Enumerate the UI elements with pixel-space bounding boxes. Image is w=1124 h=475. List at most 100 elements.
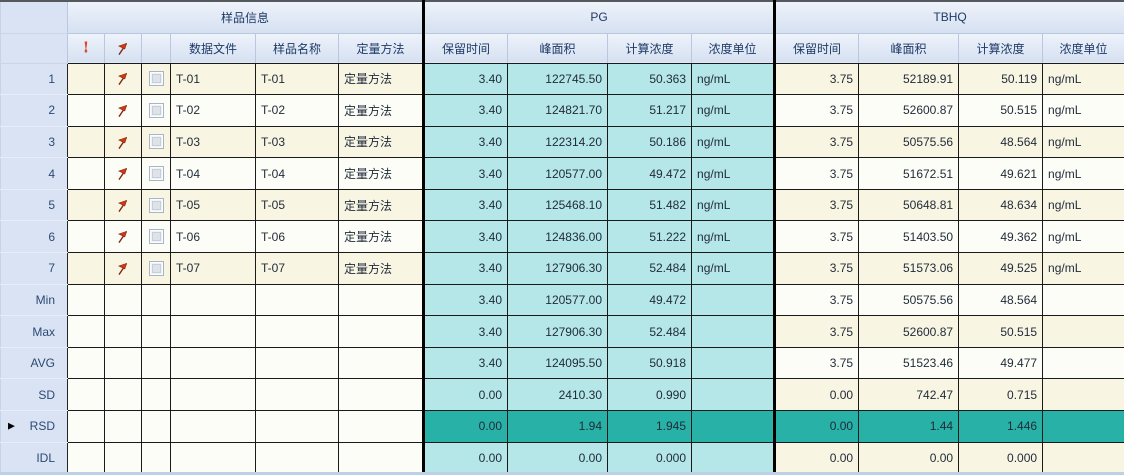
pg-retention-time-cell[interactable]: 3.40 (422, 157, 509, 190)
row-checkbox[interactable] (148, 260, 164, 276)
tbhq-peak-area-cell[interactable]: 50575.56 (858, 125, 960, 159)
tbhq-conc-unit-cell[interactable] (1042, 346, 1124, 380)
error-flag-cell[interactable] (67, 252, 105, 285)
sample-name-cell[interactable] (255, 378, 339, 412)
pg-retention-time-cell[interactable]: 0.00 (422, 410, 509, 443)
tbhq-retention-time-cell[interactable]: 3.75 (773, 315, 860, 348)
select-cell[interactable] (141, 94, 171, 127)
tbhq-conc-unit-cell[interactable]: ng/mL (1042, 94, 1124, 127)
pg-peak-area-cell[interactable]: 1.94 (507, 410, 609, 443)
pg-peak-area-cell[interactable]: 122745.50 (507, 62, 609, 96)
tbhq-retention-time-cell[interactable]: 0.00 (773, 378, 860, 412)
tbhq-retention-time-cell[interactable]: 3.75 (773, 220, 860, 254)
method-cell[interactable]: 定量方法 (337, 220, 425, 254)
tbhq-calc-conc-cell[interactable]: 50.515 (958, 315, 1044, 348)
row-header[interactable]: 4 (0, 157, 68, 190)
data-file-cell[interactable] (170, 346, 256, 380)
pg-peak-area-cell[interactable]: 127906.30 (507, 252, 609, 285)
tbhq-peak-area-cell[interactable]: 1.44 (858, 410, 960, 443)
pg-conc-unit-cell[interactable]: ng/mL (691, 62, 776, 96)
data-file-cell[interactable]: T-02 (170, 94, 256, 127)
flag-cell[interactable] (104, 283, 142, 317)
tbhq-conc-unit-cell[interactable] (1042, 283, 1124, 317)
pg-conc-unit-cell[interactable]: ng/mL (691, 188, 776, 222)
data-file-cell[interactable]: T-06 (170, 220, 256, 254)
tbhq-calc-conc-cell[interactable]: 1.446 (958, 410, 1044, 443)
select-cell[interactable] (141, 157, 171, 190)
pg-retention-time-cell[interactable]: 3.40 (422, 188, 509, 222)
tbhq-peak-area-cell[interactable]: 51573.06 (858, 252, 960, 285)
pg-retention-time-cell[interactable]: 3.40 (422, 283, 509, 317)
select-cell[interactable] (141, 125, 171, 159)
select-cell[interactable] (141, 220, 171, 254)
error-flag-cell[interactable] (67, 378, 105, 412)
flag-cell[interactable] (104, 441, 142, 475)
sample-name-column-header[interactable]: 样品名称 (255, 32, 339, 64)
pg-conc-unit-cell[interactable] (691, 346, 776, 380)
pg-conc-unit-cell[interactable] (691, 315, 776, 348)
flag-column-header[interactable] (104, 32, 142, 64)
group-header-pg[interactable]: PG (422, 0, 776, 34)
tbhq-calc-conc-cell[interactable]: 48.634 (958, 188, 1044, 222)
error-flag-cell[interactable] (67, 283, 105, 317)
pg-retention-time-cell[interactable]: 3.40 (422, 220, 509, 254)
pg-calc-conc-cell[interactable]: 52.484 (607, 315, 693, 348)
data-file-cell[interactable] (170, 315, 256, 348)
tbhq-peak-area-cell[interactable]: 52600.87 (858, 315, 960, 348)
error-flag-cell[interactable] (67, 315, 105, 348)
sample-name-cell[interactable]: T-02 (255, 94, 339, 127)
tbhq-conc-unit-cell[interactable] (1042, 378, 1124, 412)
pg-calc-conc-cell[interactable]: 51.222 (607, 220, 693, 254)
pg-calc-conc-cell[interactable]: 50.918 (607, 346, 693, 380)
tbhq-calc-conc-cell[interactable]: 50.119 (958, 62, 1044, 96)
tbhq-retention-time-cell[interactable]: 3.75 (773, 125, 860, 159)
pg-conc-unit-column-header[interactable]: 浓度单位 (691, 32, 776, 64)
tbhq-retention-time-cell[interactable]: 0.00 (773, 441, 860, 475)
pg-calc-conc-cell[interactable]: 1.945 (607, 410, 693, 443)
select-cell[interactable] (141, 346, 171, 380)
data-file-column-header[interactable]: 数据文件 (170, 32, 256, 64)
row-header[interactable]: AVG (0, 347, 68, 380)
data-file-cell[interactable]: T-05 (170, 188, 256, 222)
tbhq-peak-area-cell[interactable]: 51403.50 (858, 220, 960, 254)
tbhq-retention-time-cell[interactable]: 0.00 (773, 410, 860, 443)
sample-name-cell[interactable]: T-06 (255, 220, 339, 254)
method-cell[interactable] (337, 315, 425, 348)
sample-name-cell[interactable] (255, 315, 339, 348)
sample-name-cell[interactable]: T-07 (255, 252, 339, 285)
method-cell[interactable]: 定量方法 (337, 157, 425, 190)
pg-calc-conc-cell[interactable]: 49.472 (607, 157, 693, 190)
tbhq-peak-area-cell[interactable]: 52600.87 (858, 94, 960, 127)
row-header[interactable]: 5 (0, 189, 68, 222)
pg-peak-area-cell[interactable]: 120577.00 (507, 283, 609, 317)
sample-name-cell[interactable]: T-04 (255, 157, 339, 190)
row-header[interactable]: 1 (0, 63, 68, 96)
method-cell[interactable] (337, 410, 425, 443)
method-cell[interactable] (337, 378, 425, 412)
pg-peak-area-cell[interactable]: 124821.70 (507, 94, 609, 127)
tbhq-peak-area-cell[interactable]: 51523.46 (858, 346, 960, 380)
select-column-header[interactable] (141, 32, 171, 64)
pg-retention-time-cell[interactable]: 3.40 (422, 125, 509, 159)
tbhq-conc-unit-cell[interactable] (1042, 410, 1124, 443)
tbhq-conc-unit-cell[interactable]: ng/mL (1042, 62, 1124, 96)
data-file-cell[interactable]: T-01 (170, 62, 256, 96)
row-header[interactable]: ▶ RSD (0, 410, 68, 443)
pg-peak-area-cell[interactable]: 2410.30 (507, 378, 609, 412)
row-checkbox[interactable] (148, 71, 164, 87)
pg-retention-time-cell[interactable]: 0.00 (422, 378, 509, 412)
error-flag-cell[interactable] (67, 125, 105, 159)
pg-retention-time-cell[interactable]: 3.40 (422, 94, 509, 127)
pg-conc-unit-cell[interactable]: ng/mL (691, 157, 776, 190)
sample-name-cell[interactable] (255, 410, 339, 443)
select-cell[interactable] (141, 252, 171, 285)
tbhq-retention-time-column-header[interactable]: 保留时间 (773, 32, 860, 64)
pg-peak-area-cell[interactable]: 0.00 (507, 441, 609, 475)
tbhq-calc-conc-cell[interactable]: 0.715 (958, 378, 1044, 412)
row-header[interactable]: SD (0, 378, 68, 412)
row-header[interactable]: 6 (0, 220, 68, 254)
flag-cell[interactable] (104, 252, 142, 285)
flag-cell[interactable] (104, 94, 142, 127)
tbhq-calc-conc-column-header[interactable]: 计算浓度 (958, 32, 1044, 64)
pg-calc-conc-cell[interactable]: 0.990 (607, 378, 693, 412)
